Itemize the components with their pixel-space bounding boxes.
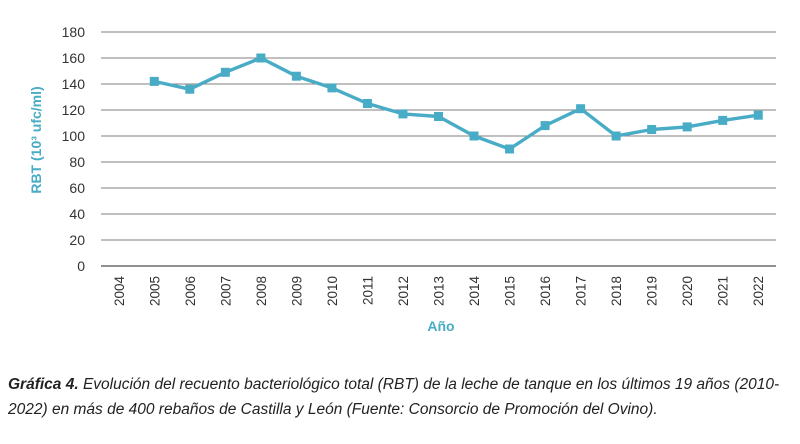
- x-tick-label: 2018: [609, 276, 624, 306]
- y-tick-label: 140: [62, 76, 86, 92]
- x-tick-label: 2017: [574, 276, 589, 306]
- data-point: [718, 115, 728, 125]
- x-tick-label: 2009: [289, 276, 304, 306]
- data-point: [220, 67, 230, 77]
- data-point: [327, 83, 337, 93]
- caption-text: Evolución del recuento bacteriológico to…: [8, 376, 780, 418]
- x-tick-label: 2022: [751, 276, 766, 306]
- y-tick-label: 100: [62, 128, 86, 144]
- x-tick-label: 2008: [254, 276, 269, 306]
- y-tick-label: 60: [69, 180, 85, 196]
- y-tick-label: 0: [77, 258, 85, 274]
- data-point: [398, 109, 408, 119]
- x-tick-label: 2010: [325, 276, 340, 306]
- y-tick-label: 160: [62, 50, 86, 66]
- x-tick-label: 2005: [147, 276, 162, 306]
- x-tick-labels: 2004 2005 2006 2007 2008 2009 2010 2011 2012 2013…: [112, 276, 766, 307]
- data-point: [362, 99, 372, 108]
- x-tick-label: 2011: [360, 276, 375, 305]
- y-tick-labels: 0 20 40 60 80 100 120 140 160 180: [62, 24, 86, 274]
- caption-label: Gráfica 4.: [8, 376, 79, 393]
- data-point: [753, 110, 763, 120]
- data-point: [647, 125, 657, 134]
- y-tick-label: 120: [62, 102, 86, 118]
- grid-lines: [101, 31, 776, 267]
- x-tick-label: 2019: [645, 276, 660, 306]
- data-point: [434, 112, 443, 121]
- x-tick-label: 2006: [183, 276, 198, 306]
- data-point: [469, 131, 479, 141]
- x-tick-label: 2013: [432, 276, 447, 306]
- y-axis-label: RBT (10³ ufc/ml): [28, 86, 44, 193]
- x-tick-label: 2020: [680, 276, 695, 306]
- figure-caption: Gráfica 4. Evolución del recuento bacter…: [8, 372, 792, 422]
- series-line: [153, 56, 759, 151]
- y-tick-label: 80: [69, 154, 85, 170]
- x-axis-label: Año: [427, 318, 454, 334]
- data-point: [540, 121, 550, 131]
- x-tick-label: 2015: [503, 276, 518, 306]
- y-tick-label: 180: [62, 24, 86, 40]
- x-tick-label: 2021: [716, 276, 731, 306]
- x-tick-label: 2016: [538, 276, 553, 306]
- data-point: [291, 71, 301, 81]
- x-tick-label: 2004: [112, 276, 127, 307]
- data-point: [185, 84, 195, 94]
- data-point: [611, 131, 621, 141]
- y-tick-label: 20: [69, 232, 85, 248]
- series-layer: [149, 53, 763, 154]
- x-tick-label: 2014: [467, 276, 482, 307]
- x-tick-label: 2012: [396, 276, 411, 306]
- data-point: [576, 104, 586, 114]
- data-point: [682, 122, 692, 132]
- y-tick-label: 40: [69, 206, 85, 222]
- data-point: [505, 144, 515, 154]
- x-tick-label: 2007: [218, 276, 233, 306]
- data-point: [256, 53, 266, 63]
- data-point: [149, 76, 159, 86]
